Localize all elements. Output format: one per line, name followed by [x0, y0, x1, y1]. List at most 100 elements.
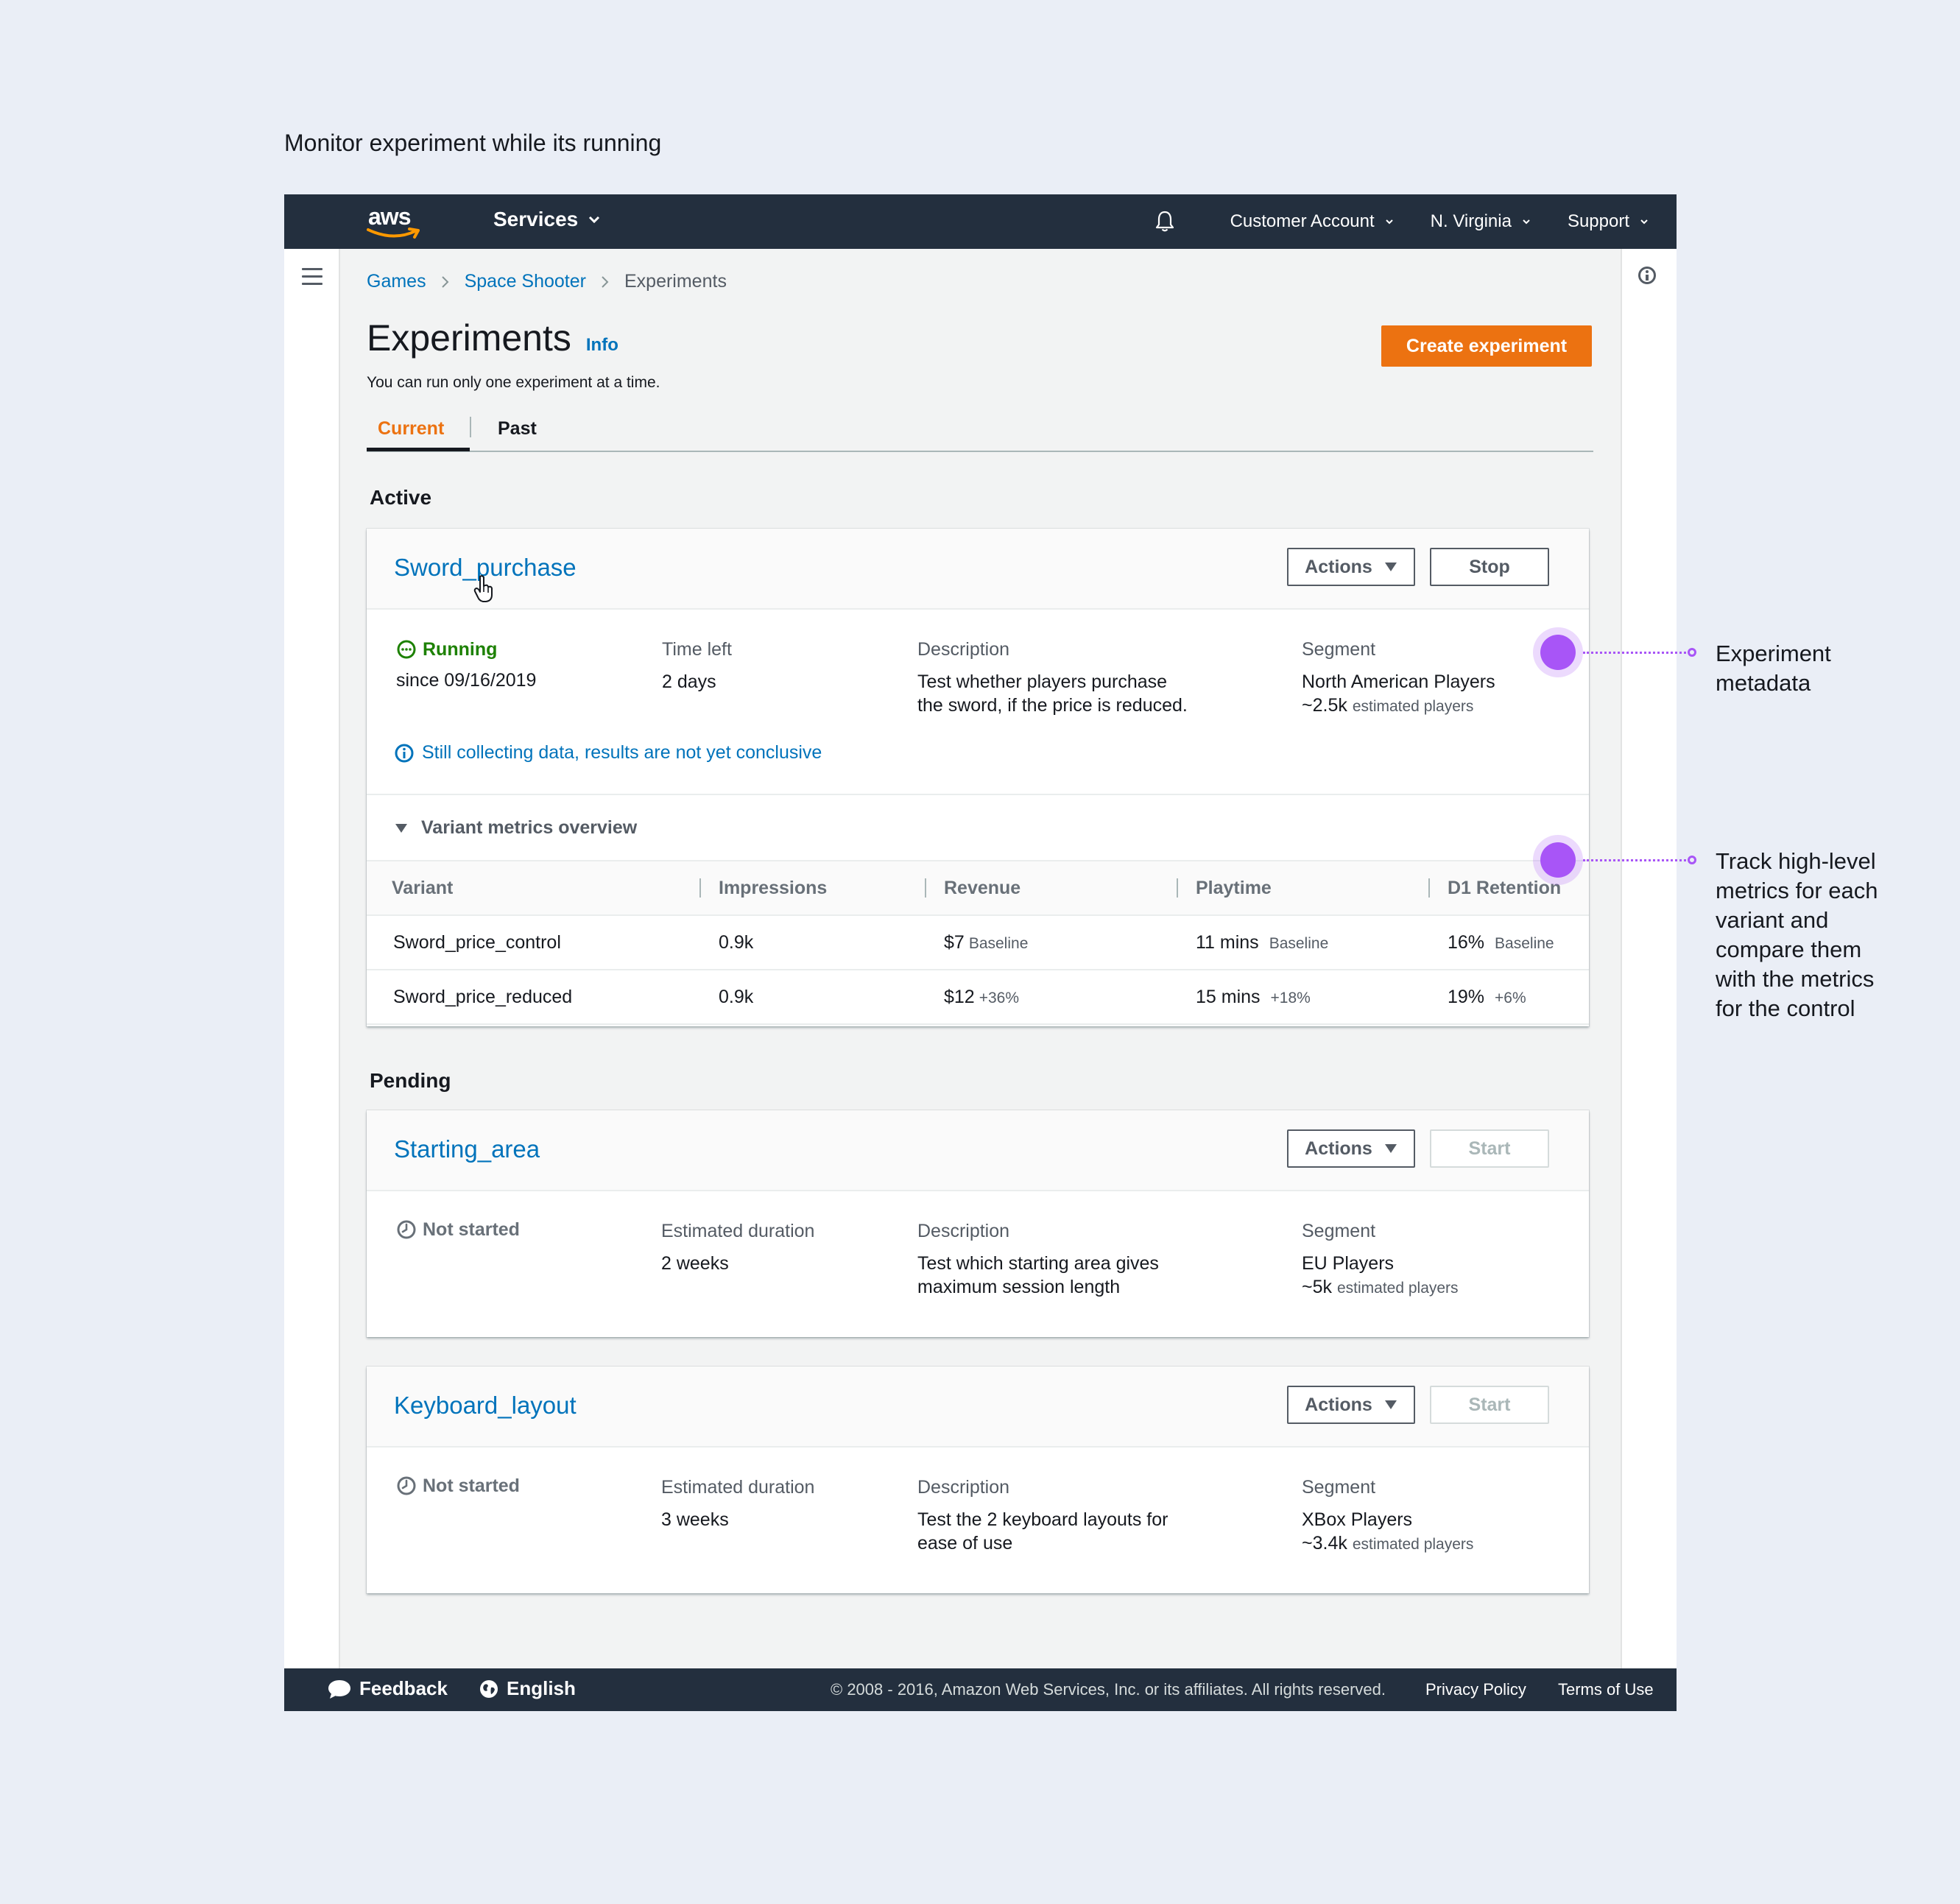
- variant-metrics-section: Variant metrics overview: [367, 794, 1589, 861]
- pending-experiment-card: Starting_area Actions Start Not started: [367, 1110, 1589, 1337]
- page-caption: Monitor experiment while its running: [284, 130, 662, 156]
- callout-text: Track high-level metrics for each varian…: [1716, 847, 1900, 1023]
- playtime-value: 11 mins: [1196, 931, 1259, 953]
- start-button[interactable]: Start: [1430, 1386, 1549, 1424]
- callout-endpoint: [1688, 648, 1696, 657]
- playtime-delta: Baseline: [1269, 934, 1329, 952]
- callout-line-text: for the control: [1716, 995, 1855, 1021]
- status-label: Not started: [423, 1219, 520, 1240]
- actions-dropdown-button[interactable]: Actions: [1287, 1386, 1415, 1424]
- language-label: English: [507, 1677, 576, 1699]
- segment-column: Segment North American Players ~2.5k est…: [1302, 638, 1495, 719]
- status-not-started: Not started: [396, 1218, 520, 1241]
- active-experiment-card: Sword_purchase Actions Stop: [367, 529, 1589, 1026]
- tab-past[interactable]: Past: [498, 418, 537, 439]
- callout-line-text: compare them: [1716, 937, 1862, 962]
- info-link[interactable]: Info: [585, 335, 618, 355]
- region-menu[interactable]: N. Virginia: [1431, 211, 1531, 232]
- stop-button[interactable]: Stop: [1430, 548, 1549, 586]
- actions-dropdown-button[interactable]: Actions: [1287, 548, 1415, 586]
- breadcrumb: Games Space Shooter Experiments: [367, 271, 727, 292]
- language-selector[interactable]: English: [479, 1677, 576, 1700]
- notice-text: Still collecting data, results are not y…: [422, 742, 822, 763]
- services-label: Services: [493, 208, 579, 230]
- playtime-value: 15 mins: [1196, 986, 1261, 1007]
- page-subtitle: You can run only one experiment at a tim…: [367, 374, 660, 391]
- cell-revenue: $12 +36%: [925, 970, 1177, 1025]
- header-label: D1 Retention: [1448, 877, 1562, 898]
- start-button[interactable]: Start: [1430, 1129, 1549, 1168]
- account-label: Customer Account: [1230, 211, 1375, 231]
- menu-hamburger-icon[interactable]: [302, 268, 322, 290]
- players-suffix: estimated players: [1352, 1536, 1474, 1553]
- experiment-title-link[interactable]: Sword_purchase: [394, 554, 577, 581]
- clock-icon: [397, 1220, 416, 1239]
- support-menu[interactable]: Support: [1568, 211, 1649, 232]
- cell-playtime: 15 mins +18%: [1177, 970, 1428, 1025]
- time-left-label: Time left: [662, 639, 732, 660]
- revenue-delta: +36%: [979, 989, 1020, 1006]
- segment-label: Segment: [1302, 639, 1376, 660]
- terms-of-use-link[interactable]: Terms of Use: [1558, 1680, 1654, 1699]
- services-menu[interactable]: Services: [493, 208, 600, 231]
- col-header-revenue: Revenue: [925, 860, 1177, 916]
- tab-current[interactable]: Current: [378, 418, 445, 439]
- players-count: ~2.5k: [1302, 695, 1347, 716]
- feedback-label: Feedback: [359, 1677, 448, 1699]
- speech-bubble-icon: [328, 1679, 350, 1699]
- experiment-title-link[interactable]: Starting_area: [394, 1135, 540, 1163]
- breadcrumb-space-shooter[interactable]: Space Shooter: [464, 271, 586, 292]
- privacy-policy-link[interactable]: Privacy Policy: [1425, 1680, 1526, 1699]
- section-pending-heading: Pending: [370, 1069, 451, 1092]
- card-header: Sword_purchase Actions Stop: [367, 529, 1589, 610]
- region-label: N. Virginia: [1430, 211, 1512, 231]
- actions-label: Actions: [1305, 1138, 1372, 1159]
- account-menu[interactable]: Customer Account: [1230, 211, 1394, 232]
- segment-label: Segment: [1302, 1477, 1376, 1498]
- segment-label: Segment: [1302, 1221, 1376, 1241]
- header-label: Variant: [392, 877, 454, 898]
- status-column: Running since 09/16/2019: [396, 638, 536, 692]
- create-experiment-button[interactable]: Create experiment: [1381, 325, 1592, 367]
- info-panel-icon[interactable]: [1638, 267, 1656, 284]
- caret-down-icon: [1384, 1400, 1397, 1409]
- duration-label: Estimated duration: [661, 1221, 815, 1241]
- description-column: Description Test whether players purchas…: [917, 638, 1188, 717]
- clock-icon: [397, 1476, 416, 1495]
- retention-value: 16%: [1448, 931, 1485, 953]
- revenue-value: $7: [944, 931, 965, 953]
- tab-divider: [470, 417, 471, 437]
- card-header: Starting_area Actions Start: [367, 1110, 1589, 1191]
- segment-value: EU Players: [1302, 1253, 1395, 1274]
- actions-label: Actions: [1305, 1394, 1372, 1415]
- actions-dropdown-button[interactable]: Actions: [1287, 1129, 1415, 1168]
- variant-metrics-toggle[interactable]: Variant metrics overview: [395, 817, 637, 839]
- breadcrumb-games[interactable]: Games: [367, 271, 426, 292]
- header-label: Playtime: [1196, 877, 1272, 898]
- segment-value: North American Players: [1302, 671, 1495, 692]
- revenue-value: $12: [944, 986, 975, 1007]
- callout-line-text: metrics for each: [1716, 878, 1878, 903]
- chevron-down-icon: [1385, 219, 1393, 225]
- header-label: Revenue: [944, 877, 1021, 898]
- estimated-players: ~3.4k estimated players: [1302, 1531, 1473, 1556]
- breadcrumb-experiments: Experiments: [624, 271, 727, 292]
- variant-metrics-table: Variant Impressions Revenue Playtime D1: [367, 860, 1589, 1025]
- feedback-link[interactable]: Feedback: [327, 1677, 448, 1700]
- info-icon: [395, 744, 414, 762]
- playtime-delta: +18%: [1270, 989, 1311, 1006]
- callout-dot: [1540, 635, 1576, 670]
- notifications-bell-icon[interactable]: [1152, 209, 1177, 234]
- status-label: Running: [423, 639, 498, 660]
- cell-retention: 16% Baseline: [1428, 915, 1589, 970]
- description-column: Description Test the 2 keyboard layouts …: [917, 1475, 1168, 1555]
- duration-column: Estimated duration 2 weeks: [661, 1219, 814, 1275]
- experiment-title-link[interactable]: Keyboard_layout: [394, 1392, 577, 1419]
- retention-delta: +6%: [1495, 989, 1526, 1006]
- actions-label: Actions: [1305, 556, 1372, 577]
- footer: Feedback English © 2008 - 2016, Amazon W…: [284, 1668, 1677, 1711]
- aws-logo[interactable]: aws: [367, 202, 426, 243]
- segment-value: XBox Players: [1302, 1509, 1413, 1530]
- description-line-1: Test the 2 keyboard layouts for: [917, 1509, 1168, 1530]
- chevron-down-icon: [589, 216, 600, 223]
